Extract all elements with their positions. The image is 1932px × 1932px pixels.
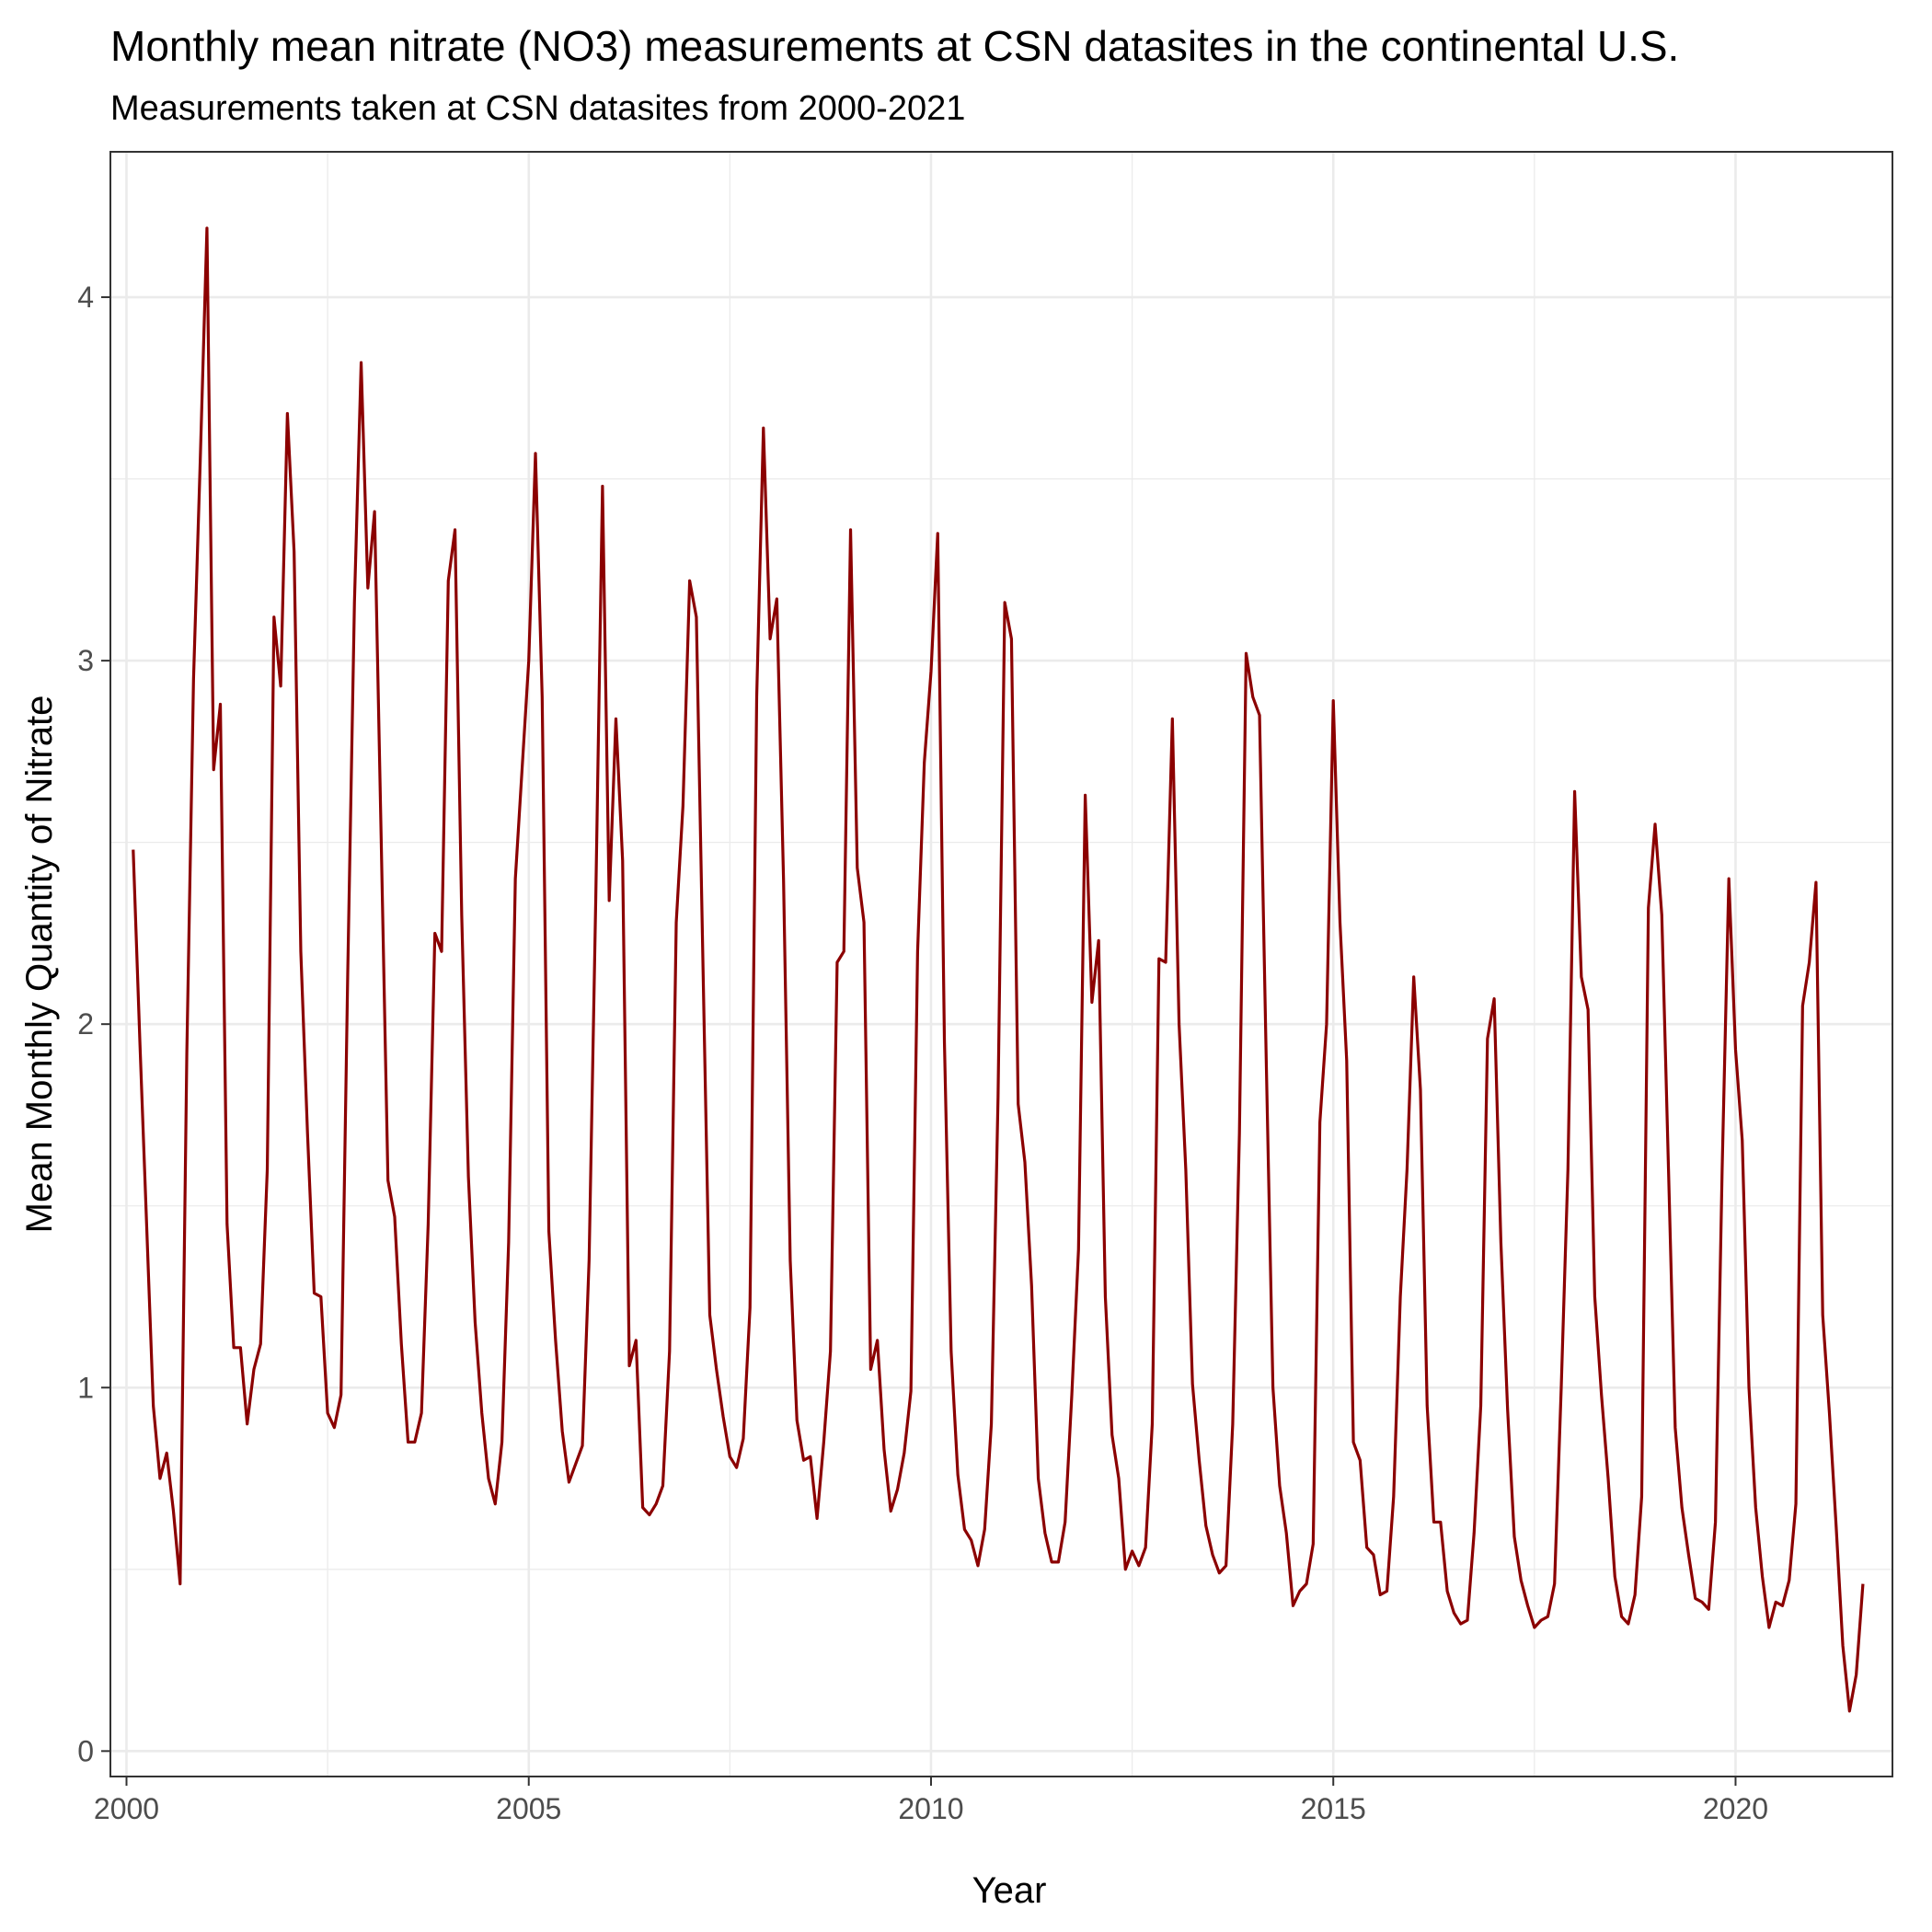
x-tick-label: 2015 — [1301, 1792, 1366, 1825]
y-tick-label: 0 — [77, 1734, 94, 1767]
nitrate-series-line — [132, 226, 1865, 1713]
y-tick-label: 1 — [77, 1371, 94, 1404]
y-tick-label: 2 — [77, 1007, 94, 1041]
y-tick-label: 4 — [77, 281, 94, 314]
chart-subtitle: Measurements taken at CSN datasites from… — [110, 89, 965, 128]
x-tick-label: 2000 — [94, 1792, 159, 1825]
axis-ticks: 2000 2005 2010 2015 2020 0 1 2 3 4 — [77, 281, 1768, 1825]
grid-lines — [110, 152, 1892, 1777]
chart-title: Monthly mean nitrate (NO3) measurements … — [110, 22, 1679, 70]
y-axis-title: Mean Monthly Quantity of Nitrate — [19, 696, 60, 1234]
x-tick-label: 2020 — [1703, 1792, 1768, 1825]
y-tick-label: 3 — [77, 644, 94, 677]
x-tick-label: 2005 — [496, 1792, 561, 1825]
x-axis-title: Year — [972, 1870, 1047, 1911]
x-tick-label: 2010 — [898, 1792, 963, 1825]
data-series — [132, 226, 1865, 1713]
plot-panel-border — [109, 151, 1893, 1777]
